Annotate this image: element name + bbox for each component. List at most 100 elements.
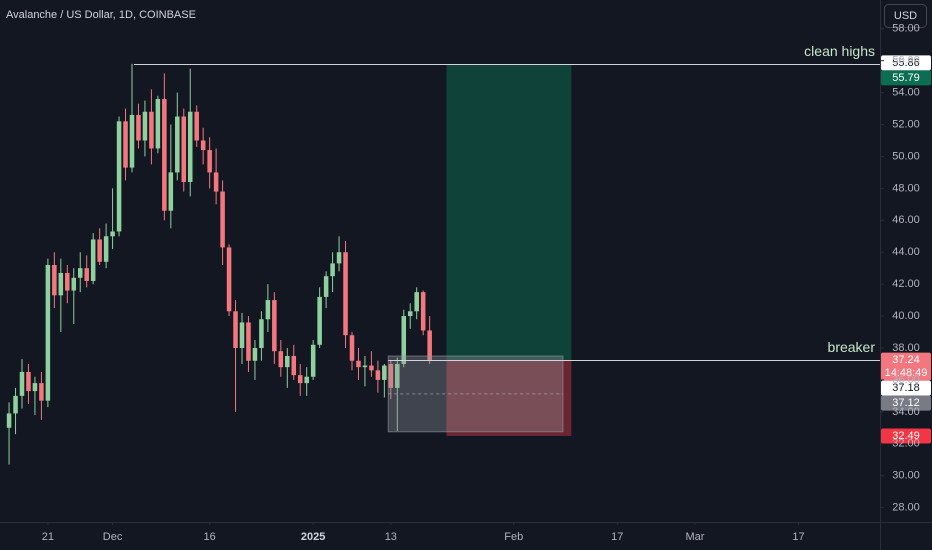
x-tick-label: 2025: [301, 531, 325, 543]
candle-body: [213, 172, 219, 192]
candle-body: [272, 300, 277, 352]
candle-body: [349, 335, 355, 361]
candle-body: [330, 263, 335, 277]
candle-body: [39, 383, 44, 401]
level-label: breaker: [828, 339, 876, 355]
candle-body: [123, 121, 128, 168]
candle-body: [103, 236, 109, 262]
profit-zone: [446, 64, 572, 361]
price-label: 55.79: [892, 72, 920, 84]
candle-body: [388, 363, 394, 388]
candle-body: [110, 231, 115, 237]
candle-body: [52, 264, 57, 296]
candle-body: [116, 121, 122, 232]
candle-body: [168, 172, 174, 211]
price-label: 37.24: [892, 354, 920, 366]
currency-button[interactable]: [884, 4, 927, 28]
candle-body: [291, 355, 297, 376]
candle-body: [6, 413, 12, 428]
candle-body: [142, 111, 148, 141]
candle-body: [401, 316, 407, 364]
level-label: clean highs: [804, 43, 875, 59]
candle-body: [407, 311, 413, 317]
price-label-box: [881, 428, 931, 444]
x-tick-label: 17: [611, 531, 623, 543]
y-tick-label: 50.00: [892, 150, 920, 162]
candle-body: [175, 116, 180, 173]
y-tick-label: 40.00: [892, 310, 920, 322]
price-label: 32.49: [892, 430, 920, 442]
candle-body: [285, 355, 290, 368]
candle-body: [382, 365, 387, 380]
candle-body: [297, 375, 303, 384]
candle-body: [90, 239, 96, 281]
candle-body: [19, 371, 25, 396]
y-tick-label: 34.00: [892, 406, 920, 418]
y-tick-label: 52.00: [892, 118, 920, 130]
price-label-box: [881, 352, 931, 381]
candle-body: [200, 140, 206, 151]
candle-body: [265, 300, 271, 320]
candle-body: [226, 247, 232, 312]
price-countdown: 14:48:49: [885, 367, 928, 379]
x-tick-label: Dec: [103, 531, 123, 543]
x-tick-label: 13: [385, 531, 397, 543]
candle-body: [356, 360, 361, 368]
candle-body: [162, 98, 167, 211]
x-tick-label: 17: [792, 531, 804, 543]
price-label-box: [881, 380, 931, 396]
candle-body: [233, 311, 238, 348]
candle-body: [369, 365, 374, 371]
candle-body: [187, 111, 193, 182]
y-tick-label: 48.00: [892, 182, 920, 194]
candle-body: [194, 111, 199, 141]
candle-body: [71, 277, 77, 291]
candle-body: [304, 376, 309, 384]
candle-body: [252, 348, 258, 361]
candle-body: [220, 191, 225, 248]
candle-body: [259, 319, 264, 348]
candle-body: [129, 114, 135, 168]
candle-body: [149, 111, 154, 149]
y-tick-label: 38.00: [892, 342, 920, 354]
candle-body: [13, 395, 18, 414]
x-tick-label: Feb: [504, 531, 523, 543]
candle-body: [278, 351, 284, 368]
price-label-box: [881, 55, 931, 71]
chart-title: Avalanche / US Dollar, 1D, COINBASE: [6, 9, 196, 21]
currency-label[interactable]: USD: [894, 10, 917, 22]
candle-body: [26, 371, 31, 392]
candle-body: [45, 264, 51, 401]
y-tick-label: 36.00: [892, 374, 920, 386]
price-label-box: [881, 70, 931, 86]
candle-body: [181, 116, 187, 182]
plot-area: clean highs breaker: [6, 43, 880, 465]
candle-body: [427, 330, 432, 361]
candle-body: [336, 252, 342, 264]
y-tick-label: 56.00: [892, 55, 920, 67]
candle-body: [97, 239, 102, 262]
price-label: 37.18: [892, 382, 920, 394]
candle-body: [65, 272, 70, 291]
x-tick-label: 16: [204, 531, 216, 543]
candle-body: [414, 292, 419, 312]
y-tick-label: 32.00: [892, 438, 920, 450]
y-tick-label: 58.00: [892, 23, 920, 35]
x-tick-label: 21: [42, 531, 54, 543]
candle-body: [375, 370, 381, 380]
y-tick-label: 30.00: [892, 470, 920, 482]
candle-body: [395, 363, 400, 388]
candle-body: [84, 268, 89, 281]
candle-body: [317, 296, 322, 345]
candle-body: [246, 322, 251, 361]
candle-body: [343, 252, 348, 336]
y-tick-label: 54.00: [892, 86, 920, 98]
candle-body: [32, 383, 38, 392]
y-tick-label: 44.00: [892, 246, 920, 258]
candle-body: [136, 114, 141, 141]
candle-body: [310, 344, 316, 377]
candle-body: [239, 322, 245, 348]
